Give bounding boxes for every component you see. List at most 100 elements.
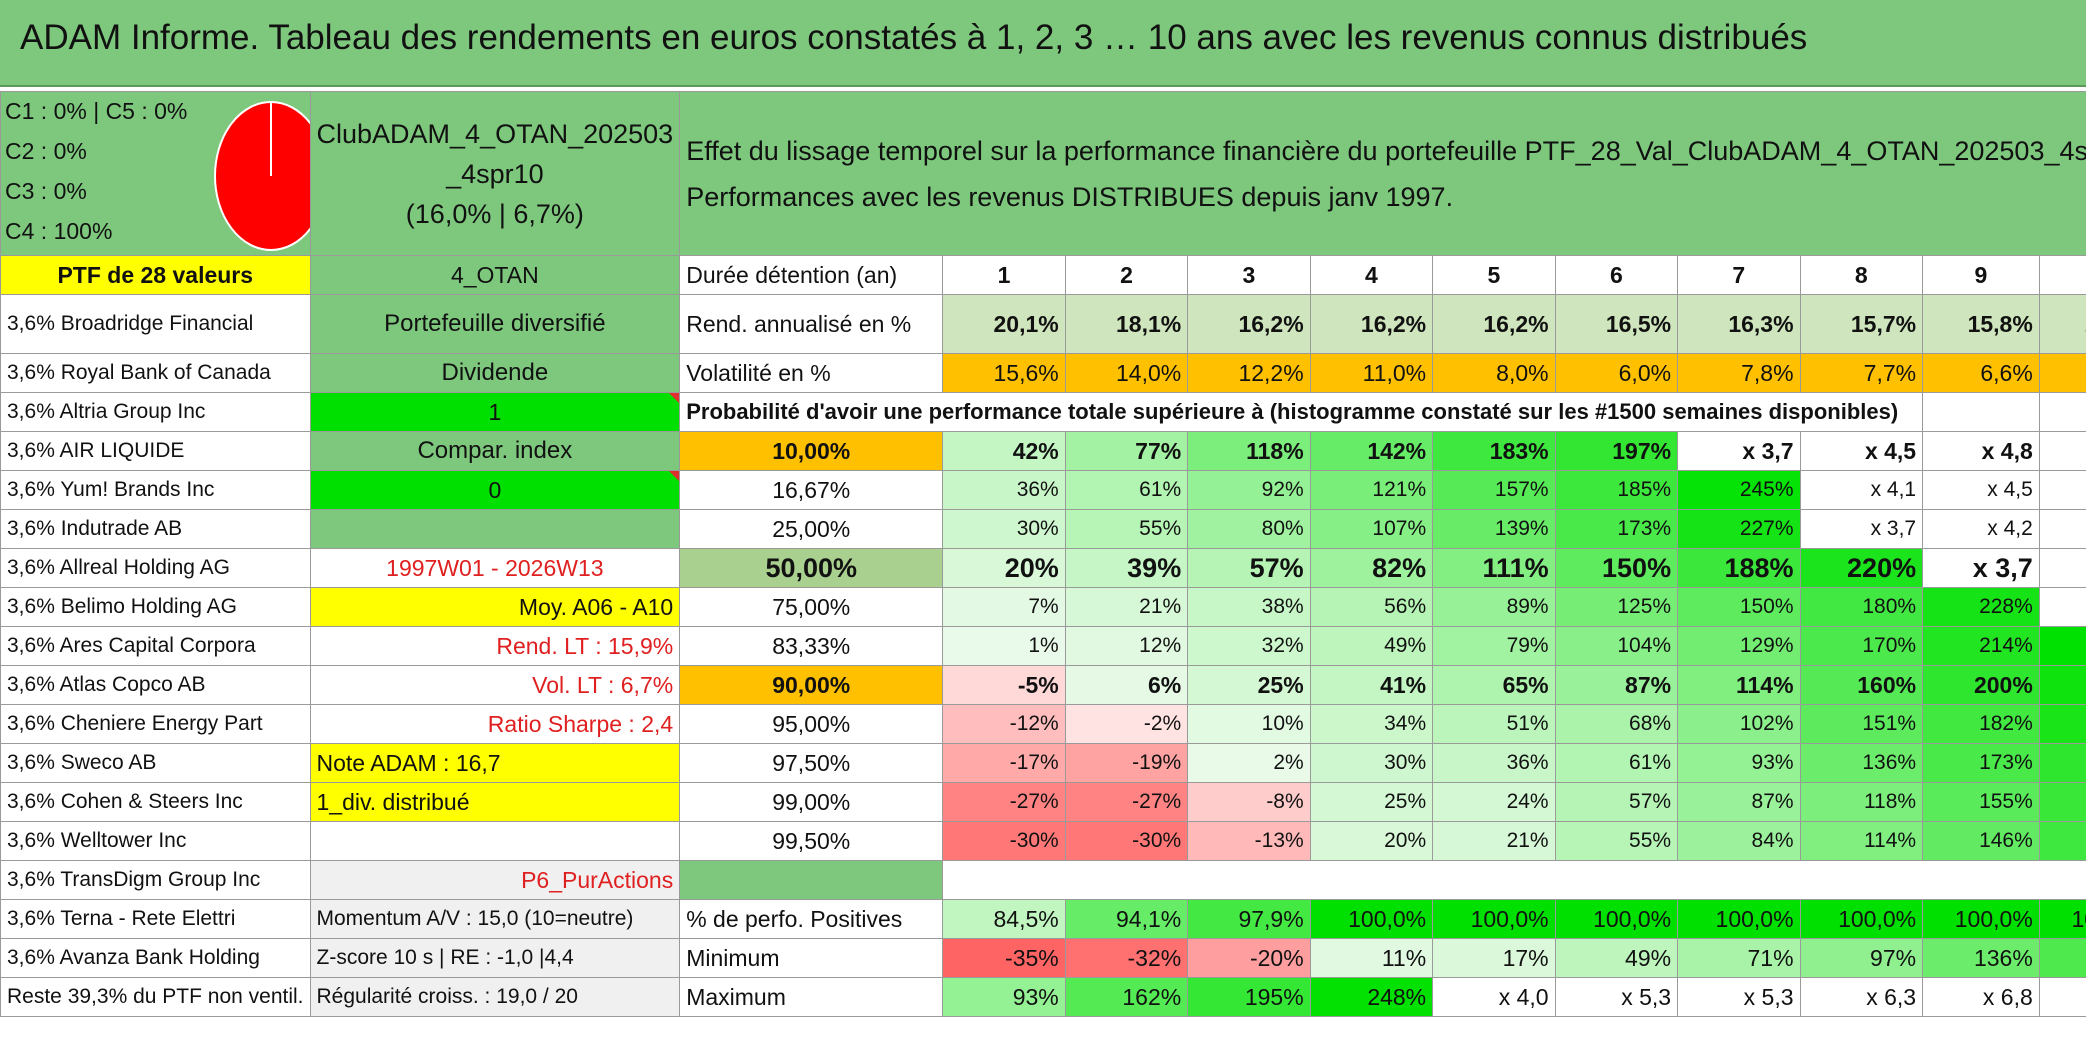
portfolio-name-line2: _4spr10 (446, 158, 544, 189)
probability-value: -30% (942, 821, 1066, 861)
probability-value: 12% (1064, 626, 1189, 666)
year-header: 5 (1432, 255, 1556, 295)
maximum-value: x 7,6 (2038, 977, 2086, 1017)
volatility-value: 7,7% (1799, 353, 1924, 393)
holding-name: 3,6% Atlas Copco AB (0, 665, 311, 705)
maximum-value: 248% (1309, 977, 1434, 1017)
sharpe-ratio: Ratio Sharpe : 2,4 (309, 704, 681, 744)
minimum-value: 97% (1799, 938, 1924, 978)
probability-value: 170% (1799, 626, 1924, 666)
probability-value: 114% (1799, 821, 1924, 861)
portfolio-description-cell: Effet du lissage temporel sur la perform… (679, 91, 2086, 256)
probability-value: 1% (942, 626, 1066, 666)
probability-value: 7% (942, 587, 1066, 627)
annual-return-label: Rend. annualisé en % (679, 294, 944, 354)
holding-name: 3,6% Allreal Holding AG (0, 548, 311, 588)
annual-return-value: 18,1% (1064, 294, 1189, 354)
empty-cell (943, 861, 2086, 900)
probability-threshold: 95,00% (679, 704, 944, 744)
table-row: 3,6% Sweco AB Note ADAM : 16,7 97,50% -17% -… (0, 743, 2086, 783)
minimum-value: 17% (1432, 938, 1556, 978)
probability-value: 184% (2038, 821, 2086, 861)
maximum-value: x 6,8 (1922, 977, 2040, 1017)
pie-slice-c4 (214, 101, 310, 251)
probability-value: 139% (1432, 509, 1556, 549)
holding-name: 3,6% Terna - Rete Elettri (0, 899, 311, 939)
probability-value: 225% (2038, 704, 2086, 744)
probability-value: 56% (1309, 587, 1434, 627)
allocation-cell: C1 : 0% | C5 : 0% C2 : 0% C3 : 0% C4 : 1… (0, 91, 311, 256)
year-header: 6 (1554, 255, 1679, 295)
empty-cell (2038, 392, 2086, 432)
probability-value: -13% (1187, 821, 1311, 861)
table-row: 3,6% Avanza Bank Holding Z-score 10 s | R… (0, 938, 2086, 978)
holding-name: 3,6% Indutrade AB (0, 509, 311, 549)
performance-table: C1 : 0% | C5 : 0% C2 : 0% C3 : 0% C4 : 1… (0, 91, 2086, 1017)
holding-name: 3,6% Cheniere Energy Part (0, 704, 311, 744)
report-title: ADAM Informe. Tableau des rendements en … (20, 18, 1808, 57)
holding-name: 3,6% Belimo Holding AG (0, 587, 311, 627)
minimum-value: 168% (2038, 938, 2086, 978)
empty-cell (679, 860, 944, 900)
positive-perf-value: 100,0% (1432, 899, 1556, 939)
probability-value: 93% (1677, 743, 1801, 783)
probability-value: 173% (1554, 509, 1679, 549)
table-row: 3,6% AIR LIQUIDE Compar. index 10,00% 42% 77… (0, 431, 2086, 471)
table-row: 3,6% Terna - Rete Elettri Momentum A/V : … (0, 899, 2086, 939)
probability-value: 173% (1922, 743, 2040, 783)
ptf-label: PTF de 28 valeurs (0, 255, 311, 295)
volatility-label: Volatilité en % (679, 353, 944, 393)
probability-value: 87% (1554, 665, 1679, 705)
probability-value: 36% (1432, 743, 1556, 783)
allocation-line: C1 : 0% | C5 : 0% (5, 98, 188, 124)
probability-value: 150% (1554, 548, 1679, 588)
probability-value: -2% (1064, 704, 1189, 744)
probability-value: -27% (1064, 782, 1189, 822)
indicator-0: 0 (309, 470, 681, 510)
probability-value: 21% (1064, 587, 1189, 627)
probability-value: x 3,7 (1677, 431, 1801, 471)
annual-return-value: 16,2% (1432, 294, 1556, 354)
probability-value: 57% (1187, 548, 1311, 588)
annual-return-value: 16,5% (1554, 294, 1679, 354)
table-row: 3,6% Royal Bank of Canada Dividende Volati… (0, 353, 2086, 393)
probability-value: x 4,2 (2038, 548, 2086, 588)
maximum-value: x 5,3 (1554, 977, 1679, 1017)
probability-title: Probabilité d'avoir une performance tota… (679, 392, 1924, 432)
positive-perf-value: 100,0% (1554, 899, 1679, 939)
maximum-value: 162% (1064, 977, 1189, 1017)
probability-value: 30% (1309, 743, 1434, 783)
probability-value: 34% (1309, 704, 1434, 744)
probability-value: 87% (1677, 782, 1801, 822)
probability-value: 65% (1432, 665, 1556, 705)
probability-value: 89% (1432, 587, 1556, 627)
table-row: 3,6% Yum! Brands Inc 0 16,67% 36% 61% 92% 121%… (0, 470, 2086, 510)
positive-perf-value: 84,5% (942, 899, 1066, 939)
probability-value: 146% (1922, 821, 2040, 861)
allocation-line: C2 : 0% (5, 138, 87, 164)
year-header: 9 (1922, 255, 2040, 295)
probability-value: -17% (942, 743, 1066, 783)
probability-value: x 3,8 (2038, 587, 2086, 627)
probability-value: x 3,7 (1922, 548, 2040, 588)
probability-value: 25% (1187, 665, 1311, 705)
probability-value: 180% (1799, 587, 1924, 627)
table-row: 3,6% Atlas Copco AB Vol. LT : 6,7% 90,00% -… (0, 665, 2086, 705)
probability-value: 142% (1309, 431, 1434, 471)
empty-cell (309, 509, 681, 549)
probability-value: 220% (1799, 548, 1924, 588)
probability-value: x 3,7 (1799, 509, 1924, 549)
annual-return-value: 16,2% (1187, 294, 1311, 354)
volatility-value: 5,5% (2038, 353, 2086, 393)
average-label: Moy. A06 - A10 (309, 587, 681, 627)
annual-return-value: 20,1% (942, 294, 1066, 354)
probability-value: 185% (1554, 470, 1679, 510)
year-header: 2 (1064, 255, 1189, 295)
table-row: 3,6% Allreal Holding AG 1997W01 - 2026W13… (0, 548, 2086, 588)
zscore-label: Z-score 10 s | RE : -1,0 |4,4 (309, 938, 681, 978)
probability-value: 32% (1187, 626, 1311, 666)
probability-value: 55% (1554, 821, 1679, 861)
year-header: 7 (1677, 255, 1801, 295)
probability-value: 57% (1554, 782, 1679, 822)
probability-value: -19% (1064, 743, 1189, 783)
